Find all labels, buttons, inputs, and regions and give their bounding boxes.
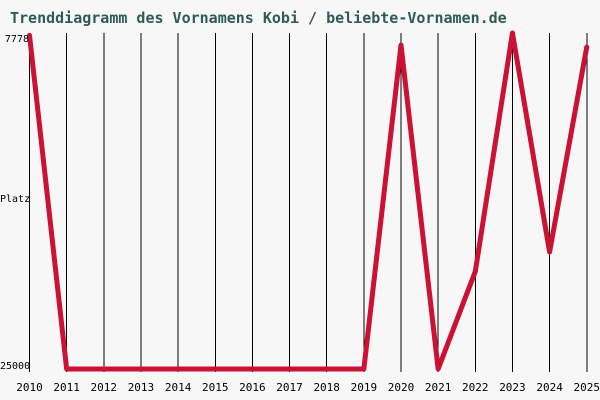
x-axis-year-label: 2017 [276,381,303,394]
x-axis-year-label: 2016 [239,381,266,394]
x-axis-year-label: 2010 [16,381,43,394]
x-axis-year-label: 2014 [165,381,192,394]
trend-line [27,30,590,372]
x-axis-year-label: 2013 [128,381,155,394]
y-axis-min-label: 25000 [0,361,31,372]
chart-title: Trenddiagramm des Vornamens Kobi / belie… [10,9,507,27]
x-axis-year-label: 2024 [536,381,563,394]
x-axis-year-label: 2012 [91,381,118,394]
x-axis-year-label: 2011 [53,381,80,394]
x-axis-year-label: 2022 [462,381,489,394]
x-axis-year-label: 2025 [574,381,600,394]
y-axis-max-label: 7778 [4,34,29,45]
x-axis-year-label: 2019 [351,381,378,394]
x-axis-year-label: 2020 [388,381,415,394]
x-axis-year-label: 2023 [499,381,526,394]
y-axis-title: Platz [0,194,31,205]
x-axis-year-label: 2018 [313,381,340,394]
x-axis-year-label: 2015 [202,381,229,394]
x-axis-year-label: 2021 [425,381,452,394]
